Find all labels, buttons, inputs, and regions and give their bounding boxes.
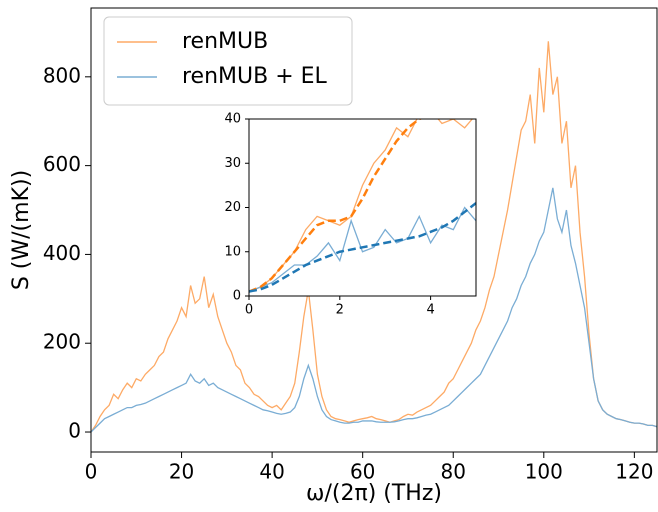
axes-frame bbox=[248, 118, 477, 297]
y-tick-label: 20 bbox=[224, 200, 241, 215]
y-tick-label: 200 bbox=[43, 330, 81, 354]
x-tick-label: 0 bbox=[245, 302, 253, 317]
legend-label: renMUB + EL bbox=[182, 64, 328, 89]
x-tick-label: 60 bbox=[350, 460, 375, 484]
y-tick-label: 0 bbox=[233, 289, 241, 304]
series-line bbox=[91, 187, 657, 433]
y-tick-label: 40 bbox=[224, 112, 241, 127]
x-tick-label: 100 bbox=[525, 460, 563, 484]
x-tick-label: 40 bbox=[259, 460, 284, 484]
y-tick-label: 10 bbox=[224, 244, 241, 259]
x-tick-label: 0 bbox=[85, 460, 98, 484]
series-line bbox=[91, 41, 657, 433]
axes-frame bbox=[90, 7, 658, 453]
y-tick-label: 800 bbox=[43, 63, 81, 87]
inset-background bbox=[249, 119, 476, 296]
y-axis-label: S (W/(mK)) bbox=[9, 170, 34, 290]
x-tick-label: 20 bbox=[169, 460, 194, 484]
y-tick-label: 0 bbox=[68, 419, 81, 443]
y-tick-label: 400 bbox=[43, 241, 81, 265]
legend-label: renMUB bbox=[182, 29, 268, 54]
y-tick-label: 600 bbox=[43, 152, 81, 176]
x-tick-label: 2 bbox=[336, 302, 344, 317]
series-line bbox=[249, 206, 476, 293]
x-tick-label: 4 bbox=[426, 302, 434, 317]
y-tick-label: 30 bbox=[224, 156, 241, 171]
series-line bbox=[249, 202, 476, 293]
plot-area bbox=[91, 41, 657, 433]
series-line bbox=[249, 119, 423, 293]
legend-box bbox=[103, 16, 353, 106]
x-tick-label: 80 bbox=[441, 460, 466, 484]
x-axis-label: ω/(2π) (THz) bbox=[306, 481, 442, 506]
x-tick-label: 120 bbox=[615, 460, 653, 484]
